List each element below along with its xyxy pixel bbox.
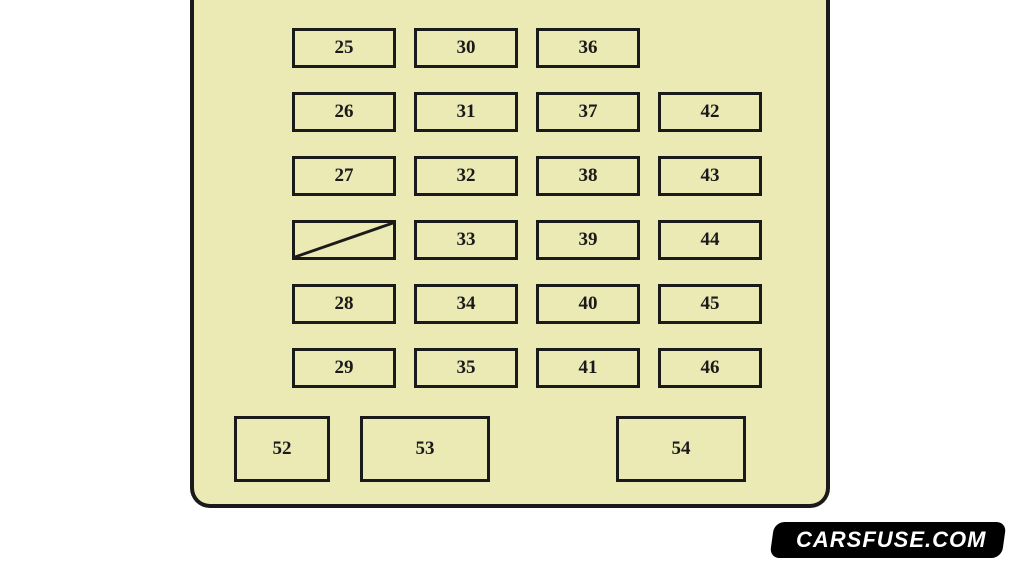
fuse-slot: 42 <box>658 92 762 132</box>
fuse-slot: 35 <box>414 348 518 388</box>
fuse-slot: 27 <box>292 156 396 196</box>
fuse-slot: 41 <box>536 348 640 388</box>
spacer <box>520 416 586 482</box>
fuse-slot: 29 <box>292 348 396 388</box>
relay-slot: 52 <box>234 416 330 482</box>
relay-row: 52 53 54 <box>234 416 786 482</box>
fuse-slot: 28 <box>292 284 396 324</box>
relay-slot: 54 <box>616 416 746 482</box>
fuse-slot: 34 <box>414 284 518 324</box>
fuse-slot: 39 <box>536 220 640 260</box>
fuse-slot: 37 <box>536 92 640 132</box>
fuse-slot: 33 <box>414 220 518 260</box>
watermark-badge: CARSFUSE.COM <box>769 522 1007 558</box>
fuse-slot: 45 <box>658 284 762 324</box>
fuse-slot-unused <box>292 220 396 260</box>
fuse-slot: 40 <box>536 284 640 324</box>
fuse-box-panel: 25 30 36 26 31 37 42 27 32 38 43 33 39 4… <box>190 0 830 508</box>
fuse-slot: 32 <box>414 156 518 196</box>
fuse-slot: 44 <box>658 220 762 260</box>
fuse-slot: 43 <box>658 156 762 196</box>
fuse-slot: 25 <box>292 28 396 68</box>
watermark-text: CARSFUSE.COM <box>796 527 986 553</box>
fuse-grid: 25 30 36 26 31 37 42 27 32 38 43 33 39 4… <box>292 28 762 388</box>
fuse-slot: 46 <box>658 348 762 388</box>
fuse-slot: 26 <box>292 92 396 132</box>
fuse-slot: 38 <box>536 156 640 196</box>
fuse-slot: 30 <box>414 28 518 68</box>
fuse-slot: 31 <box>414 92 518 132</box>
relay-slot: 53 <box>360 416 490 482</box>
fuse-slot: 36 <box>536 28 640 68</box>
slash-icon <box>295 223 393 257</box>
